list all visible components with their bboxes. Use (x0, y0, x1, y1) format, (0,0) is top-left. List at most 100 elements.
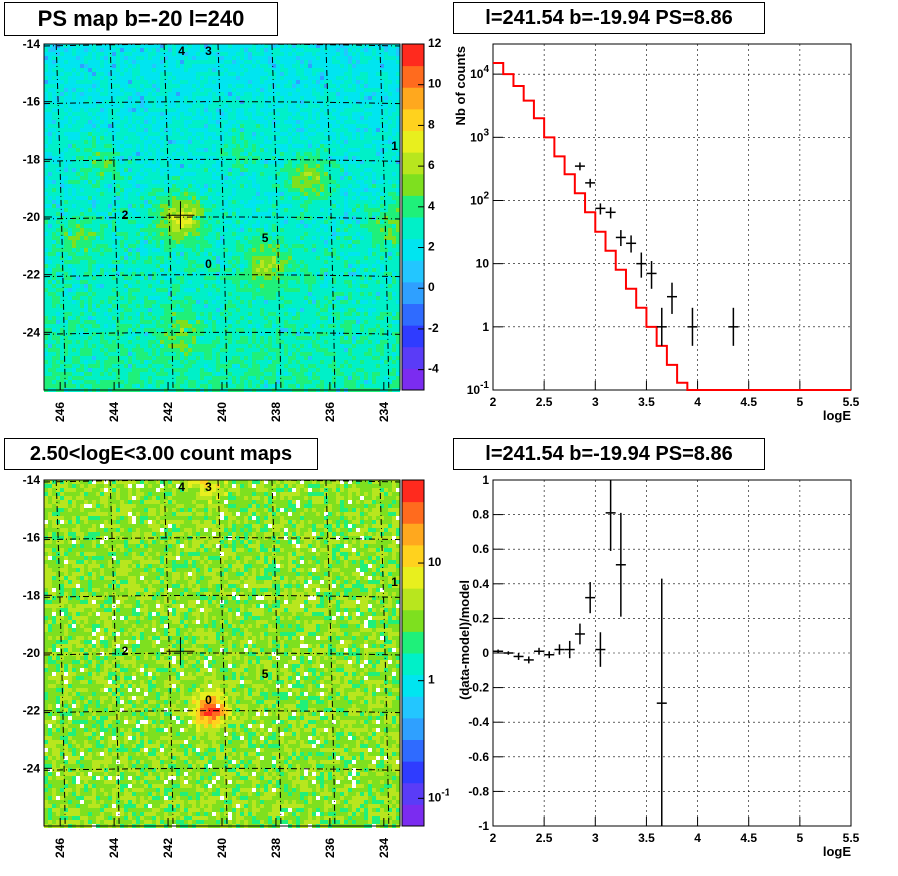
map-cell (312, 116, 316, 120)
map-cell (56, 120, 60, 124)
map-cell (348, 236, 352, 240)
map-cell (148, 64, 152, 68)
map-cell (232, 124, 236, 128)
map-cell (256, 180, 260, 184)
map-cell (368, 48, 372, 52)
map-cell (364, 92, 368, 96)
map-cell (188, 52, 192, 56)
map-cell (208, 44, 212, 48)
map-cell (184, 180, 188, 184)
map-cell (256, 156, 260, 160)
map-cell (120, 256, 124, 260)
map-cell (224, 68, 228, 72)
map-cell (372, 68, 376, 72)
map-cell (272, 80, 276, 84)
map-cell (248, 244, 252, 248)
map-cell (104, 160, 108, 164)
map-cell (204, 200, 208, 204)
map-cell (172, 256, 176, 260)
map-cell (364, 212, 368, 216)
map-cell (344, 144, 348, 148)
map-cell (100, 124, 104, 128)
map-cell (328, 144, 332, 148)
map-cell (136, 152, 140, 156)
map-cell (260, 200, 264, 204)
map-cell (336, 100, 340, 104)
map-cell (92, 140, 96, 144)
map-cell (48, 216, 52, 220)
map-cell (260, 228, 264, 232)
map-cell (176, 256, 180, 260)
map-cell (272, 260, 276, 264)
map-cell (288, 56, 292, 60)
map-cell (64, 56, 68, 60)
map-cell (88, 76, 92, 80)
map-cell (80, 136, 84, 140)
map-cell (168, 96, 172, 100)
map-cell (320, 220, 324, 224)
map-cell (284, 248, 288, 252)
map-cell (268, 204, 272, 208)
map-cell (228, 148, 232, 152)
map-cell (188, 192, 192, 196)
map-cell (144, 84, 148, 88)
map-cell (232, 264, 236, 268)
map-cell (284, 136, 288, 140)
map-cell (180, 248, 184, 252)
map-cell (292, 104, 296, 108)
map-cell (276, 220, 280, 224)
map-cell (252, 92, 256, 96)
map-cell (240, 140, 244, 144)
map-cell (108, 88, 112, 92)
map-cell (396, 220, 400, 224)
map-cell (384, 232, 388, 236)
map-cell (136, 96, 140, 100)
map-cell (104, 60, 108, 64)
map-cell (244, 252, 248, 256)
map-cell (200, 168, 204, 172)
map-cell (216, 156, 220, 160)
map-cell (352, 56, 356, 60)
map-cell (104, 100, 108, 104)
map-cell (148, 172, 152, 176)
map-cell (164, 48, 168, 52)
map-cell (272, 196, 276, 200)
map-cell (220, 208, 224, 212)
map-cell (368, 72, 372, 76)
map-cell (220, 76, 224, 80)
map-cell (64, 120, 68, 124)
map-cell (324, 148, 328, 152)
map-cell (232, 256, 236, 260)
map-cell (60, 140, 64, 144)
map-cell (84, 84, 88, 88)
map-cell (284, 240, 288, 244)
map-cell (288, 256, 292, 260)
map-cell (376, 140, 380, 144)
map-cell (204, 48, 208, 52)
map-cell (44, 264, 48, 268)
map-cell (328, 48, 332, 52)
map-cell (308, 88, 312, 92)
map-cell (284, 196, 288, 200)
map-cell (260, 68, 264, 72)
map-cell (296, 188, 300, 192)
map-cell (276, 168, 280, 172)
map-cell (156, 112, 160, 116)
map-cell (256, 252, 260, 256)
map-cell (200, 88, 204, 92)
map-cell (184, 164, 188, 168)
map-cell (300, 56, 304, 60)
map-cell (372, 164, 376, 168)
map-cell (96, 132, 100, 136)
map-cell (196, 240, 200, 244)
map-cell (140, 152, 144, 156)
map-cell (152, 220, 156, 224)
map-cell (396, 92, 400, 96)
map-cell (92, 56, 96, 60)
map-cell (124, 76, 128, 80)
map-cell (168, 164, 172, 168)
map-cell (56, 224, 60, 228)
map-cell (336, 180, 340, 184)
map-cell (48, 128, 52, 132)
map-cell (180, 124, 184, 128)
